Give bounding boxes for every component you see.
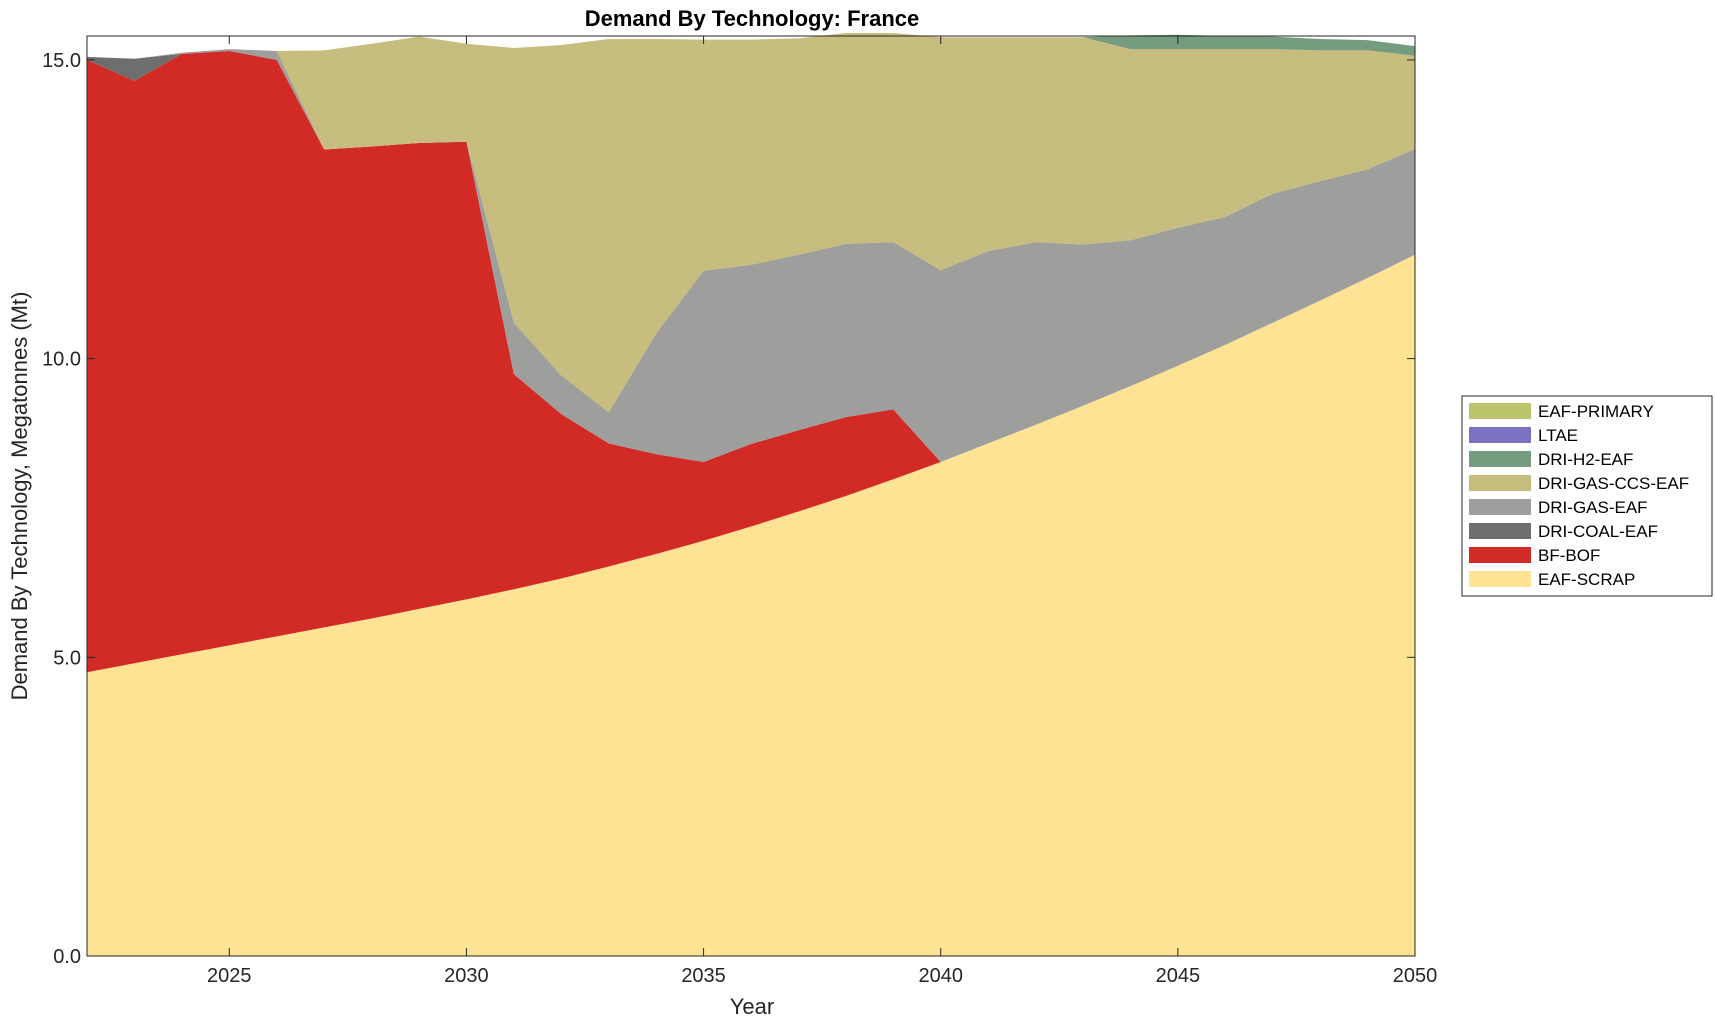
area-dri-gas-eaf (87, 49, 1415, 462)
legend-label-bf-bof: BF-BOF (1538, 546, 1600, 565)
legend-label-eaf-primary: EAF-PRIMARY (1538, 402, 1654, 421)
area-eaf-scrap (87, 254, 1415, 956)
x-tick-label: 2030 (444, 965, 489, 987)
y-axis-ticks: 0.0 5.0 10.0 15.0 (42, 50, 1415, 968)
plot-areas (87, 33, 1415, 956)
legend-swatch-dri-h2-eaf (1469, 451, 1531, 467)
x-axis-ticks: 2025 2030 2035 2040 2045 2050 (207, 36, 1437, 987)
legend-label-dri-h2-eaf: DRI-H2-EAF (1538, 450, 1633, 469)
y-tick-label: 5.0 (53, 647, 81, 669)
legend-label-dri-coal-eaf: DRI-COAL-EAF (1538, 522, 1658, 541)
legend: EAF-PRIMARY LTAE DRI-H2-EAF DRI-GAS-CCS-EAF… (1461, 395, 1713, 597)
area-bf-bof (87, 50, 1415, 673)
legend-swatch-ltae (1469, 427, 1531, 443)
legend-box (1461, 395, 1713, 597)
legend-label-eaf-scrap: EAF-SCRAP (1538, 570, 1635, 589)
legend-swatch-bf-bof (1469, 547, 1531, 563)
x-tick-label: 2035 (681, 965, 726, 987)
legend-label-ltae: LTAE (1538, 426, 1578, 445)
legend-swatch-dri-gas-eaf (1469, 499, 1531, 515)
area-dri-h2-eaf (87, 33, 1415, 59)
x-tick-label: 2025 (207, 965, 252, 987)
plot-frame (86, 35, 1416, 957)
y-tick-label: 15.0 (42, 50, 81, 72)
chart-title: Demand By Technology: France (585, 6, 920, 31)
legend-label-dri-gas-eaf: DRI-GAS-EAF (1538, 498, 1648, 517)
legend-swatch-eaf-scrap (1469, 571, 1531, 587)
x-tick-label: 2045 (1156, 965, 1201, 987)
legend-swatch-dri-gas-ccs-eaf (1469, 475, 1531, 491)
legend-swatch-dri-coal-eaf (1469, 523, 1531, 539)
x-axis-label: Year (730, 994, 774, 1019)
x-tick-label: 2040 (918, 965, 963, 987)
area-dri-gas-ccs-eaf (87, 33, 1415, 413)
legend-label-dri-gas-ccs-eaf: DRI-GAS-CCS-EAF (1538, 474, 1689, 493)
y-axis-label: Demand By Technology, Megatonnes (Mt) (7, 292, 32, 701)
y-tick-label: 0.0 (53, 946, 81, 968)
x-tick-label: 2050 (1393, 965, 1438, 987)
y-tick-label: 10.0 (42, 349, 81, 371)
legend-swatch-eaf-primary (1469, 403, 1531, 419)
